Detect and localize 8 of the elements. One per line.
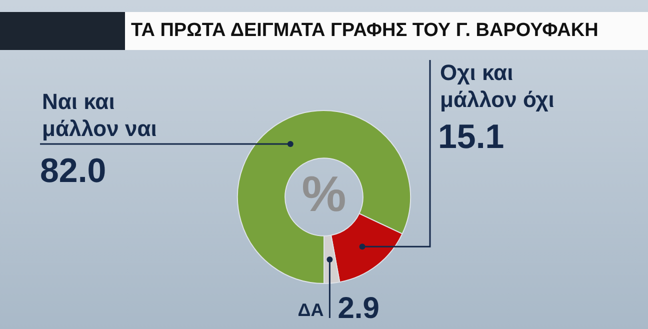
- text: %: [302, 166, 346, 222]
- slice-label: ΔΑ: [298, 300, 324, 320]
- data-label: 2.9: [338, 292, 380, 325]
- slice-label: Οχι και μάλλον όχι: [440, 60, 554, 112]
- slice-label: Ναι και μάλλον ναι: [42, 89, 157, 142]
- data-label: 82.0: [40, 152, 106, 190]
- data-label: 15.1: [438, 118, 504, 156]
- chart-title: ΤΑ ΠΡΩΤΑ ΔΕΙΓΜΑΤΑ ΓΡΑΦΗΣ ΤΟΥ Γ. ΒΑΡΟΥΦΑΚΗ: [125, 12, 648, 50]
